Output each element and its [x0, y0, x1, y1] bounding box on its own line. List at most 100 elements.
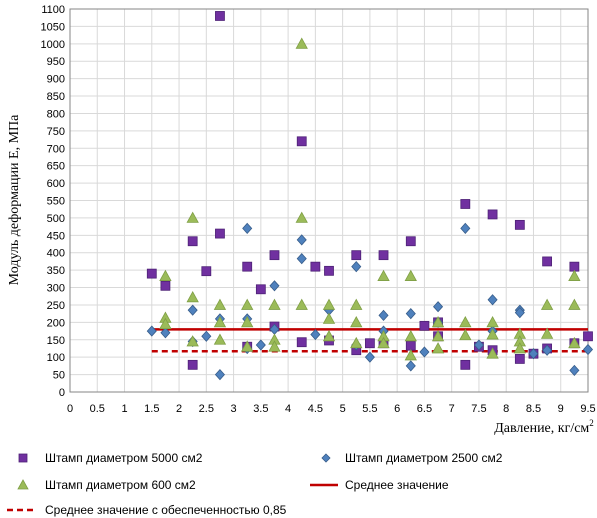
point-2500 — [419, 346, 430, 358]
point-600 — [159, 317, 172, 330]
x-tick-label: 5 — [340, 403, 346, 415]
y-tick-labels: 0 50 100 150 200 250 300 350 400 450 500 550 600 650 7… — [41, 4, 65, 399]
point-2500 — [378, 309, 389, 321]
point-600 — [404, 349, 417, 361]
x-tick-label: 2.5 — [199, 403, 214, 415]
point-5000 — [215, 11, 225, 21]
point-5000 — [364, 338, 375, 349]
point-600 — [513, 342, 527, 354]
x-tick-label: 7 — [449, 403, 455, 415]
legend-marker-5000 — [18, 453, 28, 463]
point-600 — [295, 211, 308, 223]
point-5000 — [187, 359, 198, 370]
point-600 — [268, 298, 281, 310]
point-5000 — [215, 228, 225, 239]
point-600 — [540, 327, 554, 339]
point-600 — [486, 316, 499, 328]
point-600 — [186, 211, 199, 223]
point-5000 — [269, 250, 280, 261]
point-5000 — [187, 236, 198, 247]
point-5000 — [160, 280, 171, 291]
point-600 — [213, 298, 227, 310]
x-tick-labels: 0 0.5 1 1.5 2 2.5 3 3.5 4 4.5 5 5.5 6 6.5 7 7.5 8 8.5 9 9.5 — [67, 403, 596, 415]
x-tick-label: 9 — [558, 403, 564, 415]
point-600 — [459, 328, 472, 341]
point-5000 — [201, 266, 212, 277]
x-tick-label: 8 — [503, 403, 509, 415]
y-tick-label: 1100 — [41, 4, 65, 16]
point-600 — [486, 347, 499, 359]
point-600 — [159, 269, 172, 281]
y-tick-label: 500 — [47, 213, 65, 225]
y-tick-label: 600 — [47, 178, 65, 190]
point-600 — [568, 269, 581, 281]
point-2500 — [201, 330, 212, 342]
point-600 — [241, 340, 254, 352]
point-5000 — [405, 236, 416, 247]
y-tick-label: 700 — [47, 143, 65, 155]
x-tick-label: 8.5 — [526, 403, 541, 415]
point-2500 — [542, 344, 553, 356]
point-600 — [268, 340, 281, 352]
point-5000 — [255, 284, 266, 295]
x-tick-label: 4 — [285, 403, 291, 415]
point-2500 — [405, 360, 416, 372]
point-5000 — [351, 250, 362, 261]
point-2500 — [242, 222, 253, 234]
y-tick-label: 250 — [47, 300, 65, 312]
point-600 — [186, 335, 199, 347]
point-600 — [404, 269, 417, 281]
x-tick-label: 6 — [394, 403, 400, 415]
point-2500 — [433, 301, 444, 313]
x-tick-label: 1.5 — [144, 403, 159, 415]
point-2500 — [146, 325, 157, 337]
x-tick-label: 0 — [67, 403, 73, 415]
y-tick-label: 950 — [47, 56, 65, 68]
legend-marker-2500 — [321, 453, 331, 463]
point-5000 — [542, 256, 553, 267]
y-axis-title: Модуль деформации Е, МПа — [7, 114, 22, 286]
y-tick-label: 850 — [47, 91, 65, 103]
point-600 — [295, 298, 308, 310]
point-600 — [431, 316, 445, 328]
point-600 — [213, 333, 227, 345]
point-5000 — [296, 136, 307, 147]
point-2500 — [514, 307, 525, 319]
x-axis-title: Давление, кг/см2 — [494, 418, 594, 436]
point-2500 — [351, 261, 362, 273]
point-2500 — [269, 280, 280, 292]
x-tick-label: 3 — [231, 403, 237, 415]
legend-marker-600 — [17, 479, 29, 490]
x-tick-label: 6.5 — [417, 403, 432, 415]
point-5000 — [310, 261, 321, 272]
point-5000 — [378, 250, 389, 261]
y-tick-label: 450 — [47, 230, 65, 242]
y-tick-label: 200 — [47, 317, 65, 329]
y-tick-label: 400 — [47, 248, 65, 260]
legend: Штамп диаметром 5000 см2 Штамп диаметром… — [7, 451, 503, 517]
point-2500 — [214, 368, 225, 381]
x-tick-label: 9.5 — [580, 403, 595, 415]
x-tick-label: 7.5 — [471, 403, 486, 415]
y-tick-label: 100 — [47, 352, 65, 364]
point-2500 — [160, 327, 171, 339]
point-600 — [322, 298, 336, 310]
point-2500 — [582, 343, 594, 356]
point-2500 — [460, 222, 471, 234]
y-tick-label: 550 — [47, 196, 65, 208]
point-5000 — [460, 199, 471, 209]
x-tick-label: 3.5 — [253, 403, 268, 415]
point-5000 — [583, 331, 593, 342]
y-tick-label: 900 — [47, 74, 65, 86]
point-5000 — [242, 261, 253, 272]
legend-label-mean-085: Среднее значение с обеспеченностью 0,85 — [45, 503, 287, 517]
y-tick-label: 1050 — [41, 21, 65, 33]
point-5000 — [419, 320, 430, 331]
point-600 — [241, 298, 254, 310]
point-600 — [431, 329, 445, 342]
point-600 — [568, 336, 581, 349]
point-2500 — [473, 339, 484, 351]
point-2500 — [487, 294, 498, 306]
point-600 — [540, 298, 554, 310]
